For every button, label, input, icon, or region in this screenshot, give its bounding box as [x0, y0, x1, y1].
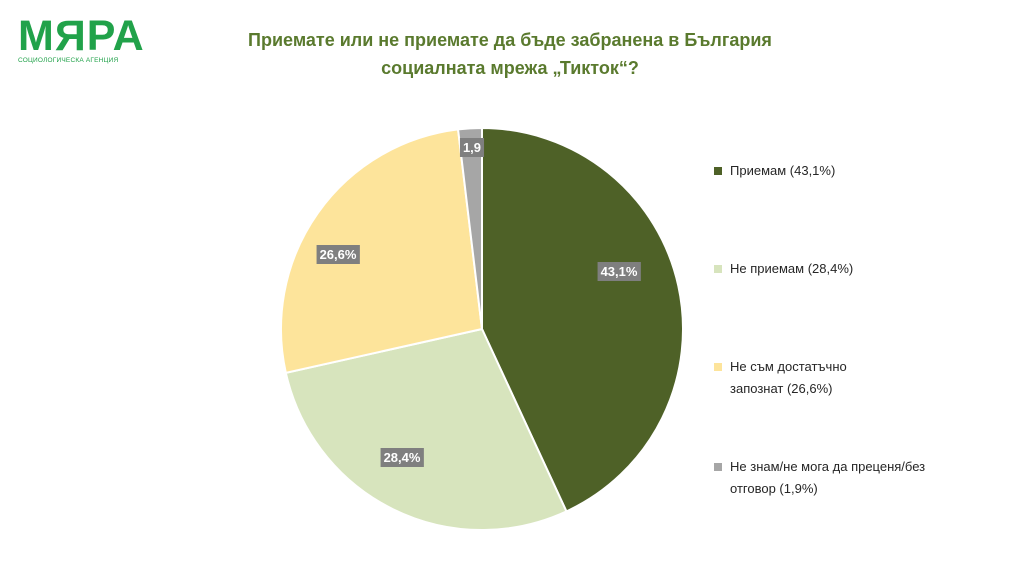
logo-wordmark: МЯРА	[18, 12, 145, 60]
legend-item-accept: Приемам (43,1%)	[714, 160, 970, 182]
chart-title-line-2: социалната мрежа „Тикток“?	[381, 58, 639, 78]
legend-label-reject: Не приемам (28,4%)	[730, 261, 854, 276]
legend-item-dont-know: Не знам/не мога да преценя/без отговор (…	[714, 456, 945, 500]
legend-item-not-familiar: Не съм достатъчно запознат (26,6%)	[714, 356, 890, 400]
svg-text:26,6%: 26,6%	[320, 247, 357, 262]
legend-label-dont-know: Не знам/не мога да преценя/без отговор (…	[730, 459, 926, 496]
chart-title: Приемате или не приемате да бъде забране…	[170, 26, 850, 82]
data-label-not-familiar: 26,6%	[316, 245, 360, 264]
legend-label-accept: Приемам (43,1%)	[730, 163, 836, 178]
svg-text:28,4%: 28,4%	[384, 450, 421, 465]
data-label-accept: 43,1%	[597, 262, 641, 281]
legend-swatch-dont-know	[714, 463, 722, 471]
legend-item-reject: Не приемам (28,4%)	[714, 258, 970, 280]
pie-slice-dont-know	[456, 126, 483, 330]
pie-slice-accept	[481, 126, 684, 513]
svg-text:1,9: 1,9	[463, 140, 481, 155]
logo: МЯРА СОЦИОЛОГИЧЕСКА АГЕНЦИЯ	[18, 12, 148, 65]
pie-slice-reject	[284, 327, 568, 531]
legend-swatch-reject	[714, 265, 722, 273]
legend-label-not-familiar: Не съм достатъчно запознат (26,6%)	[730, 359, 847, 396]
legend-swatch-not-familiar	[714, 363, 722, 371]
legend-swatch-accept	[714, 167, 722, 175]
data-label-dont-know: 1,9	[459, 138, 485, 157]
pie-slice-not-familiar	[280, 128, 484, 375]
svg-text:43,1%: 43,1%	[601, 264, 638, 279]
data-label-reject: 28,4%	[380, 448, 424, 467]
logo-tagline: СОЦИОЛОГИЧЕСКА АГЕНЦИЯ	[18, 57, 119, 64]
chart-title-line-1: Приемате или не приемате да бъде забране…	[248, 30, 772, 50]
